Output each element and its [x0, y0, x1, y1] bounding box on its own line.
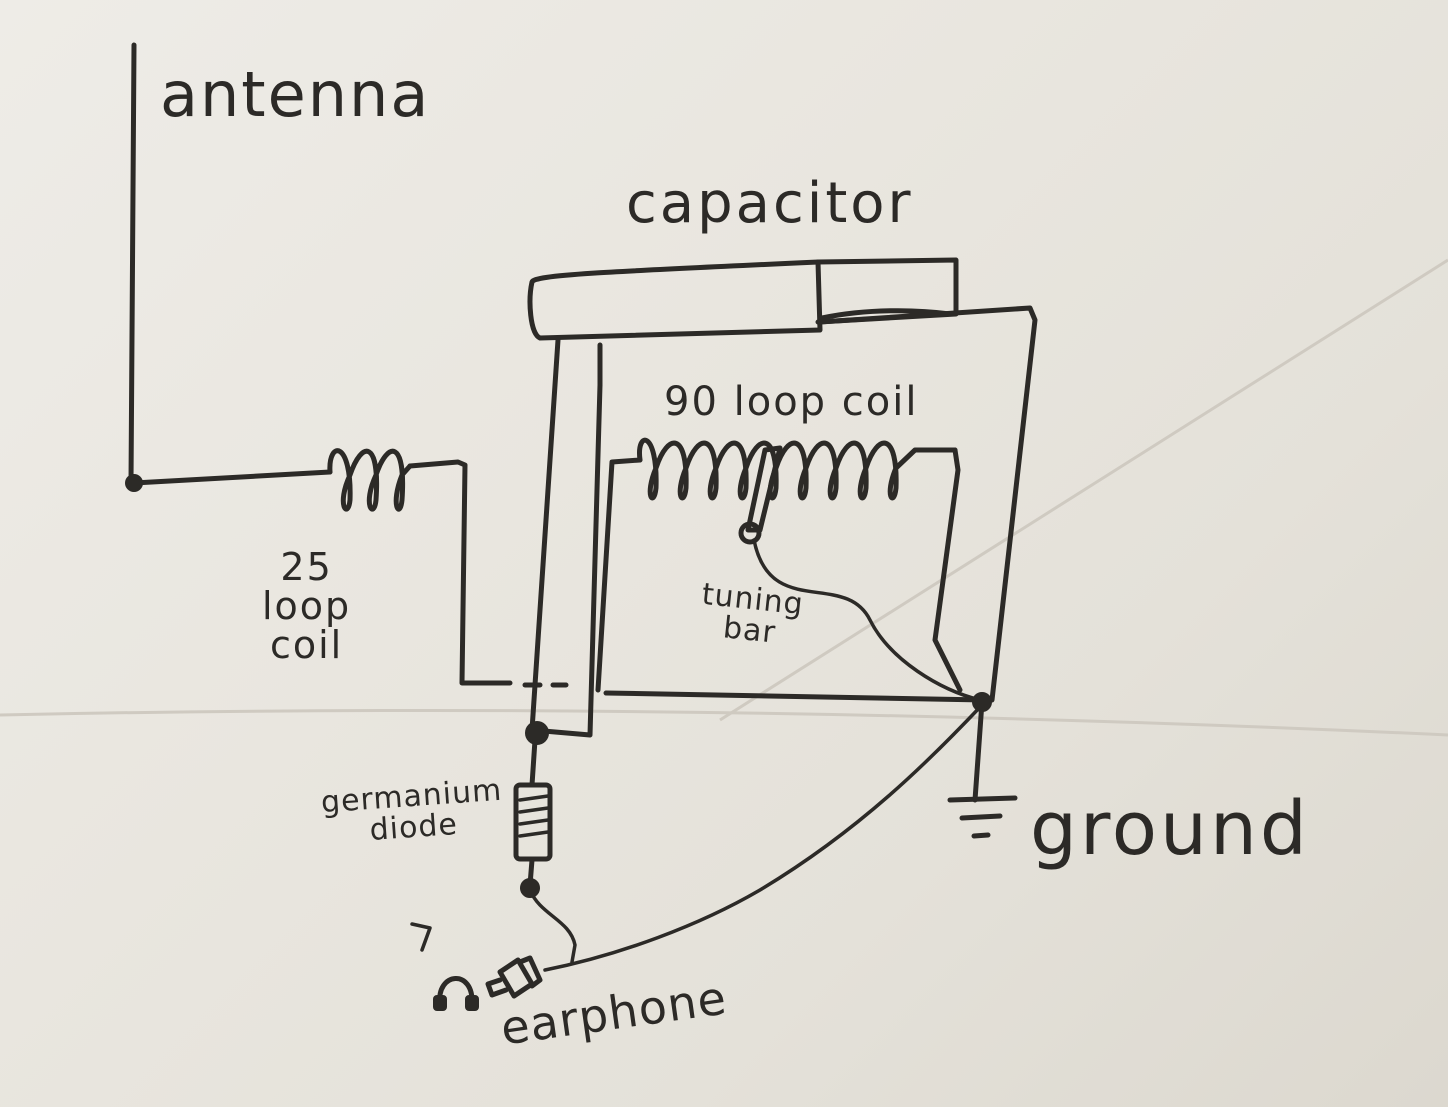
coil-90-label: 90 loop coil: [664, 379, 919, 425]
headphones-icon: [433, 976, 479, 1011]
wire-earphone-lead: [528, 888, 577, 964]
ground-line: [959, 813, 1003, 821]
earphone-pointer-mark: [410, 922, 432, 952]
germanium-diode-label: germanium diode: [319, 772, 504, 848]
ground-label: ground: [1030, 786, 1310, 872]
earphone-plug-sleeve: [485, 977, 509, 998]
diode-bottom-junction: [520, 878, 540, 898]
ground-line: [947, 795, 1018, 803]
wire-capacitor-right: [817, 305, 1038, 703]
headphones-band: [437, 976, 475, 1007]
ground-line: [971, 832, 991, 839]
wire-coil90-left: [595, 457, 643, 693]
paper-fold-line: [719, 258, 1448, 722]
headphones-cup: [433, 995, 447, 1011]
capacitor-body: [527, 259, 823, 341]
earphone-plug-tip: [517, 955, 543, 989]
diode-bands: [518, 794, 550, 838]
wire-capacitor-left-bar: [529, 337, 603, 738]
capacitor-label: capacitor: [626, 171, 914, 236]
earphone-plug: [485, 955, 543, 999]
wire-diode-top: [529, 737, 538, 788]
coil-90-loop: [637, 437, 958, 501]
headphones-cup: [465, 995, 479, 1011]
tuning-bar-label: tuning bar: [700, 576, 806, 651]
tuning-bar-tip: [738, 521, 762, 545]
antenna-wire: [128, 42, 137, 485]
coil-25-loop: [327, 448, 413, 512]
wire-tuning-bar: [752, 538, 982, 702]
ground-symbol-icon: [947, 795, 1018, 839]
germanium-diode-icon: [513, 782, 553, 862]
antenna-label: antenna: [160, 58, 431, 131]
paper-fold-line: [0, 709, 1448, 737]
wire-ground: [972, 699, 985, 803]
coil-25-label: 25 loop coil: [262, 545, 352, 667]
wire-bottom-rail: [603, 690, 988, 703]
wire-earphone-return: [543, 703, 984, 972]
wire-antenna-to-coil: [131, 469, 333, 486]
wire-coil25-down: [407, 459, 513, 686]
wire-coil90-right: [932, 447, 963, 693]
